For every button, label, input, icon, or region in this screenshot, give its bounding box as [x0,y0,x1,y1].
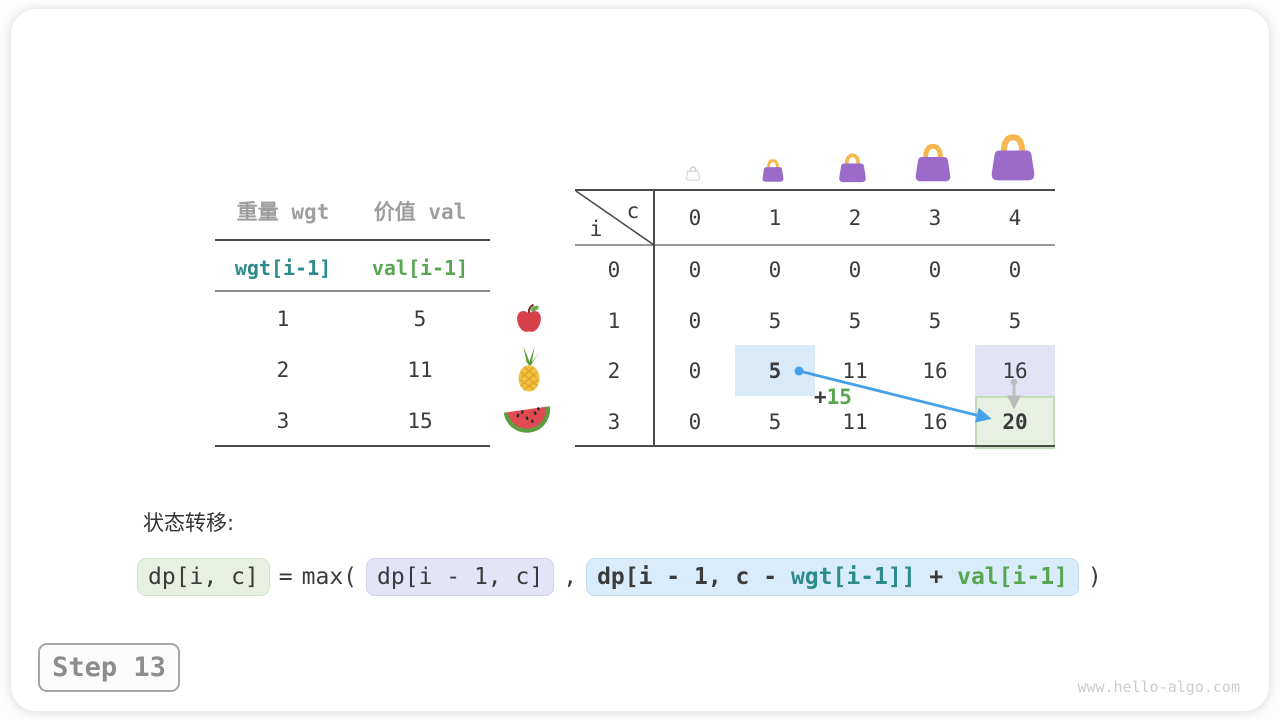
dp-cell-r3c1: 5 [768,409,782,434]
dp-col-label-0: 0 [688,206,702,230]
dp-cell-r1c0: 0 [688,308,702,333]
dp-cell-r3c3: 16 [922,409,948,434]
bag-small-icon [760,158,786,184]
formula-max-open: max( [301,564,358,590]
item-2-weight: 2 [276,358,290,382]
dp-table-top-line [575,189,1055,191]
bag-xlarge-icon [986,132,1040,185]
dp-table-bottom-line [575,445,1055,447]
item-3-value: 15 [407,409,433,433]
transition-formula: dp[i, c] = max( dp[i - 1, c] , dp[i - 1,… [137,558,1102,596]
bag-large-icon [911,142,955,185]
dp-corner-item-label: i [589,217,603,241]
added-value: 15 [826,385,852,409]
formula-equals: = [278,564,293,590]
dp-cell-r2c4-compare: 16 [1002,358,1028,383]
dp-cell-r0c2: 0 [848,257,862,282]
items-table-var-wgt: wgt[i-1] [234,256,332,280]
formula-comma: , [563,564,578,590]
items-table-var-val: val[i-1] [371,256,469,280]
items-table-header-weight: 重量 wgt [236,200,330,224]
dp-row-label-2: 2 [607,358,621,383]
dp-cell-r0c1: 0 [768,257,782,282]
dp-cell-r0c4: 0 [1008,257,1022,282]
dp-cell-r3c4-target: 20 [1002,409,1028,434]
dp-row-label-1: 1 [607,308,621,333]
dp-table-header-line [575,244,1055,246]
formula-lhs: dp[i, c] [137,558,270,596]
dp-col-label-4: 4 [1008,206,1022,230]
items-table-divider-top [215,239,490,241]
apple-icon [514,302,544,335]
dp-row-label-3: 3 [607,409,621,434]
item-2-value: 11 [407,358,433,382]
plus-sign: + [814,385,827,409]
formula-arg2: dp[i - 1, c - wgt[i-1]] + val[i-1] [586,558,1079,596]
item-1-weight: 1 [276,307,290,331]
dp-cell-r3c0: 0 [688,409,702,434]
formula-arg2-wgt: wgt[i-1]] [790,564,916,590]
dp-cell-r2c0: 0 [688,358,702,383]
dp-cell-r2c3: 16 [922,358,948,383]
bag-empty-icon [685,164,701,183]
dp-corner-capacity-label: c [626,199,640,223]
pineapple-icon [512,344,546,394]
transition-label: 状态转移: [143,511,235,535]
item-1-value: 5 [413,307,427,331]
dp-cell-r1c2: 5 [848,308,862,333]
formula-arg2-val: val[i-1] [957,564,1068,590]
items-table-divider-bottom [215,445,490,447]
dp-col-label-2: 2 [848,206,862,230]
items-table-header-value: 价值 val [373,200,467,224]
formula-arg2-prefix: dp[i - 1, c - [597,564,791,590]
item-3-weight: 3 [276,409,290,433]
formula-arg2-plus: + [915,564,958,590]
dp-col-label-3: 3 [928,206,942,230]
dp-cell-r1c3: 5 [928,308,942,333]
items-table-divider-mid [215,290,490,292]
watermark: www.hello-algo.com [1077,678,1240,696]
formula-close-paren: ) [1087,564,1102,590]
dp-cell-r0c3: 0 [928,257,942,282]
formula-arg1: dp[i - 1, c] [366,558,555,596]
watermelon-icon [503,400,552,436]
dp-table-vertical-line [653,189,655,447]
dp-row-label-0: 0 [607,257,621,282]
step-badge: Step 13 [38,643,180,692]
dp-cell-r1c1: 5 [768,308,782,333]
dp-cell-r0c0: 0 [688,257,702,282]
dp-cell-r1c4: 5 [1008,308,1022,333]
dp-col-label-1: 1 [768,206,782,230]
bag-medium-icon [836,152,869,185]
dp-cell-r2c1-source: 5 [768,358,782,383]
transition-add-annotation: +15 [814,385,852,409]
